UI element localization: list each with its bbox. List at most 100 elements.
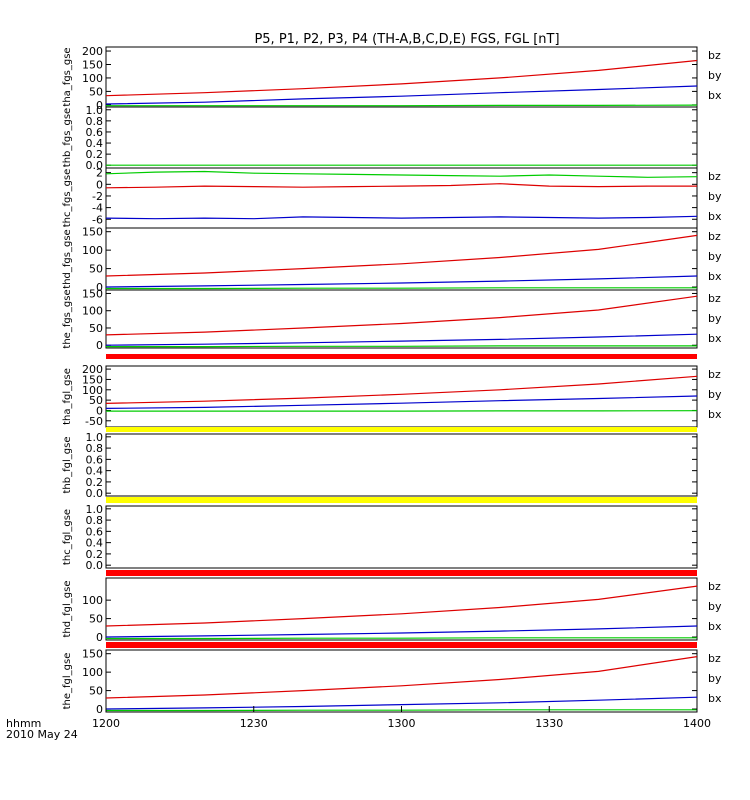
y-tick-label: 50 (89, 685, 103, 698)
y-tick-label: 100 (82, 666, 103, 679)
legend-by: by (708, 190, 722, 203)
y-tick-label: 0.4 (86, 537, 104, 550)
legend-bz: bz (708, 170, 721, 183)
y-tick-label: 150 (82, 648, 103, 661)
x-tick-label: 1330 (535, 717, 563, 730)
panel-thd_fgs_gse: 0 50 100 150 thd_fgs_gse bz by bx (62, 226, 722, 294)
y-tick-label: 0.4 (86, 465, 104, 478)
panel-thc_fgl_gse: 0.00.20.40.60.81.0 thc_fgl_gse (62, 503, 698, 572)
y-tick-label: 1.0 (86, 431, 104, 444)
y-tick-label: 100 (82, 594, 103, 607)
panel-thb_fgs_gse: 0.00.20.40.60.81.0 thb_fgs_gse (62, 104, 698, 172)
y-tick-label: 0.6 (86, 453, 104, 466)
legend-by: by (708, 672, 722, 685)
y-axis-label: thc_fgs_gse (62, 169, 73, 228)
y-tick-label: 0.6 (86, 126, 104, 139)
series-bx-line (105, 85, 698, 105)
y-tick-label: 150 (82, 373, 103, 386)
legend-bx: bx (708, 210, 722, 223)
status-bar (106, 570, 697, 576)
y-tick-label: 100 (82, 244, 103, 257)
series-bz-line (105, 234, 698, 277)
legend-bx: bx (708, 692, 722, 705)
y-tick-label: 0 (96, 404, 103, 417)
legend-bz: bz (708, 230, 721, 243)
panel-frame (105, 46, 698, 108)
y-tick-label: 0 (96, 631, 103, 644)
y-tick-label: 50 (89, 85, 103, 98)
y-tick-label: 150 (82, 226, 103, 239)
series-bx-line (105, 215, 698, 220)
plot-title: P5, P1, P2, P3, P4 (TH-A,B,C,D,E) FGS, F… (254, 32, 559, 47)
status-bar (106, 354, 697, 359)
x-tick-label: 1300 (388, 717, 416, 730)
y-axis-label: thd_fgs_gse (62, 229, 73, 288)
legend-bz: bz (708, 368, 721, 381)
time-axis: 1200 1230 1300 1330 1400 (92, 706, 711, 730)
panel-thc_fgs_gse: -6-4-202 thc_fgs_gse bz by bx (62, 167, 722, 229)
y-tick-label: 200 (82, 45, 103, 58)
panel-frame (105, 289, 698, 349)
y-axis-label: thb_fgl_gse (62, 437, 73, 494)
legend-bz: bz (708, 292, 721, 305)
y-tick-label: -50 (85, 415, 103, 428)
legend-by: by (708, 250, 722, 263)
series-bz-line (105, 59, 698, 97)
panel-frame (105, 577, 698, 641)
panel-thd_fgl_gse: 0 50 100 thd_fgl_gse bz by bx (62, 577, 722, 644)
y-axis-label: thd_fgl_gse (62, 581, 73, 638)
y-tick-label: 50 (89, 394, 103, 407)
panel-frame (105, 433, 698, 497)
y-tick-label: 0.0 (86, 159, 104, 172)
y-tick-label: 0.0 (86, 487, 104, 500)
series-by-line (106, 345, 697, 348)
y-axis-label: thc_fgl_gse (62, 509, 73, 565)
y-tick-label: 1.0 (86, 503, 104, 516)
x-tick-label: 1400 (683, 717, 711, 730)
y-tick-label: 100 (82, 72, 103, 85)
y-tick-label: 0 (96, 703, 103, 716)
series-bx-line (105, 625, 698, 638)
series-bz-line (105, 585, 698, 627)
panel-frame (105, 227, 698, 291)
y-axis-label: thb_fgs_gse (62, 108, 73, 167)
y-tick-label: 0.8 (86, 514, 104, 527)
series-bz-line (105, 656, 698, 699)
series-bx-line (105, 333, 698, 346)
series-by-line (105, 170, 698, 178)
legend-by: by (708, 69, 722, 82)
y-tick-label: 0 (96, 178, 103, 191)
legend-bz: bz (708, 580, 721, 593)
time-axis-label-date: 2010 May 24 (6, 728, 78, 741)
status-bar (106, 497, 697, 503)
panel-frame (105, 106, 698, 169)
status-bar (106, 642, 697, 648)
y-tick-label: 50 (89, 263, 103, 276)
y-tick-label: 200 (82, 363, 103, 376)
legend-bx: bx (708, 89, 722, 102)
series-bx-line (105, 275, 698, 288)
status-bar-group (106, 354, 697, 648)
y-tick-label: 50 (89, 322, 103, 335)
status-bar (106, 427, 697, 432)
series-by-line (106, 104, 698, 107)
panel-frame (105, 505, 698, 569)
y-tick-label: 0.8 (86, 442, 104, 455)
y-tick-label: 0 (96, 339, 103, 352)
legend-bx: bx (708, 620, 722, 633)
y-tick-label: 0.8 (86, 115, 104, 128)
y-axis-label: tha_fgs_gse (62, 47, 73, 106)
y-tick-label: -2 (92, 190, 103, 203)
y-tick-label: 0 (96, 281, 103, 294)
legend-bx: bx (708, 408, 722, 421)
legend-by: by (708, 600, 722, 613)
panel-frame (105, 649, 698, 713)
series-bz-line (105, 295, 698, 336)
y-tick-label: 0.2 (86, 548, 104, 561)
y-axis-label: the_fgl_gse (62, 653, 73, 710)
y-axis-label: tha_fgl_gse (62, 368, 73, 425)
series-by-line (106, 637, 697, 640)
